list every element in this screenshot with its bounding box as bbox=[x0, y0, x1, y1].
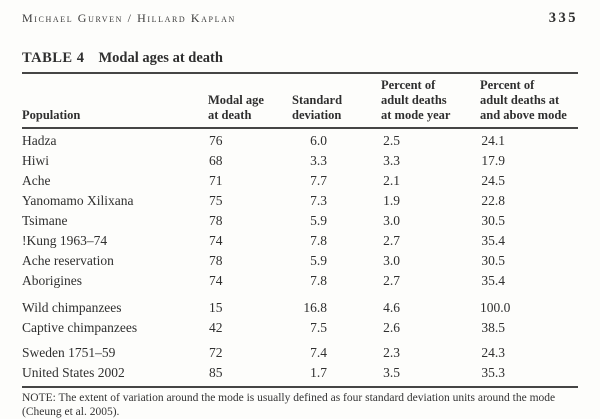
table-bottom-rule bbox=[22, 386, 578, 388]
column-header-standard-deviation: Standard deviation bbox=[292, 93, 343, 122]
table-row: Ache reservation 78 5.9 3.0 30.5 bbox=[22, 251, 578, 271]
table-row: Tsimane 78 5.9 3.0 30.5 bbox=[22, 211, 578, 231]
pct-above-mode-cell: 30.5 bbox=[481, 253, 505, 268]
std-dev-cell: 16.8 bbox=[303, 300, 327, 315]
pct-at-mode-cell: 2.5 bbox=[383, 133, 400, 148]
title-rule bbox=[22, 72, 578, 74]
population-cell: Hiwi bbox=[22, 153, 49, 168]
population-cell: Captive chimpanzees bbox=[22, 320, 138, 335]
pct-at-mode-cell: 3.0 bbox=[383, 253, 400, 268]
table-row: Hiwi 68 3.3 3.3 17.9 bbox=[22, 151, 578, 171]
running-head-row: Michael Gurven / Hillard Kaplan 335 bbox=[22, 10, 578, 28]
modal-age-cell: 85 bbox=[209, 365, 223, 380]
population-cell: Hadza bbox=[22, 133, 57, 148]
population-cell: Aborigines bbox=[22, 273, 82, 288]
std-dev-cell: 3.3 bbox=[310, 153, 327, 168]
pct-above-mode-cell: 38.5 bbox=[481, 320, 505, 335]
pct-above-mode-cell: 22.8 bbox=[481, 193, 505, 208]
modal-age-cell: 71 bbox=[209, 173, 223, 188]
std-dev-cell: 7.8 bbox=[310, 233, 327, 248]
column-header-pct-at-mode: Percent of adult deaths at mode year bbox=[381, 78, 451, 122]
table-header-row: Population Modal age at death Standard d… bbox=[22, 74, 578, 129]
pct-at-mode-cell: 2.6 bbox=[383, 320, 400, 335]
column-header-pct-above-mode: Percent of adult deaths at and above mod… bbox=[480, 78, 567, 122]
pct-at-mode-cell: 4.6 bbox=[383, 300, 400, 315]
modal-age-cell: 78 bbox=[209, 213, 223, 228]
table-row: Yanomamo Xilixana 75 7.3 1.9 22.8 bbox=[22, 191, 578, 211]
modal-age-cell: 72 bbox=[209, 345, 223, 360]
table-row: Captive chimpanzees 42 7.5 2.6 38.5 bbox=[22, 318, 578, 338]
table-body: Hadza 76 6.0 2.5 24.1 Hiwi 68 3.3 3.3 17… bbox=[22, 129, 578, 383]
modal-age-cell: 76 bbox=[209, 133, 223, 148]
std-dev-cell: 7.5 bbox=[310, 320, 327, 335]
population-cell: Tsimane bbox=[22, 213, 68, 228]
population-cell: !Kung 1963–74 bbox=[22, 233, 108, 248]
pct-at-mode-cell: 3.0 bbox=[383, 213, 400, 228]
modal-age-cell: 74 bbox=[209, 233, 223, 248]
table-title: Modal ages at death bbox=[98, 50, 223, 66]
std-dev-cell: 1.7 bbox=[310, 365, 327, 380]
table-row: United States 2002 85 1.7 3.5 35.3 bbox=[22, 363, 578, 383]
pct-at-mode-cell: 3.3 bbox=[383, 153, 400, 168]
modal-age-cell: 15 bbox=[209, 300, 223, 315]
std-dev-cell: 7.4 bbox=[310, 345, 327, 360]
pct-at-mode-cell: 2.7 bbox=[383, 233, 400, 248]
std-dev-cell: 5.9 bbox=[310, 213, 327, 228]
table-title-row: TABLE 4 Modal ages at death bbox=[22, 50, 578, 68]
pct-at-mode-cell: 3.5 bbox=[383, 365, 400, 380]
pct-above-mode-cell: 30.5 bbox=[481, 213, 505, 228]
population-cell: Wild chimpanzees bbox=[22, 300, 122, 315]
table-note: NOTE: The extent of variation around the… bbox=[22, 392, 556, 418]
population-cell: Sweden 1751–59 bbox=[22, 345, 116, 360]
page-number: 335 bbox=[548, 10, 578, 26]
table-row: Ache 71 7.7 2.1 24.5 bbox=[22, 171, 578, 191]
pct-above-mode-cell: 24.3 bbox=[481, 345, 505, 360]
running-head-authors: Michael Gurven / Hillard Kaplan bbox=[22, 11, 236, 25]
table-row: Aborigines 74 7.8 2.7 35.4 bbox=[22, 271, 578, 291]
std-dev-cell: 6.0 bbox=[310, 133, 327, 148]
modal-age-cell: 75 bbox=[209, 193, 223, 208]
std-dev-cell: 7.7 bbox=[310, 173, 327, 188]
pct-above-mode-cell: 17.9 bbox=[481, 153, 505, 168]
pct-above-mode-cell: 24.5 bbox=[481, 173, 505, 188]
pct-at-mode-cell: 1.9 bbox=[383, 193, 400, 208]
table-label: TABLE 4 bbox=[22, 50, 85, 66]
pct-above-mode-cell: 100.0 bbox=[480, 300, 511, 315]
pct-at-mode-cell: 2.1 bbox=[383, 173, 400, 188]
pct-above-mode-cell: 24.1 bbox=[481, 133, 505, 148]
modal-age-cell: 68 bbox=[209, 153, 223, 168]
pct-above-mode-cell: 35.4 bbox=[481, 273, 505, 288]
population-cell: Ache reservation bbox=[22, 253, 114, 268]
table-row: !Kung 1963–74 74 7.8 2.7 35.4 bbox=[22, 231, 578, 251]
pct-at-mode-cell: 2.7 bbox=[383, 273, 400, 288]
pct-at-mode-cell: 2.3 bbox=[383, 345, 400, 360]
table-row: Wild chimpanzees 15 16.8 4.6 100.0 bbox=[22, 298, 578, 318]
std-dev-cell: 7.8 bbox=[310, 273, 327, 288]
table-row: Sweden 1751–59 72 7.4 2.3 24.3 bbox=[22, 343, 578, 363]
population-cell: United States 2002 bbox=[22, 365, 125, 380]
modal-age-cell: 74 bbox=[209, 273, 223, 288]
population-cell: Ache bbox=[22, 173, 51, 188]
modal-age-cell: 78 bbox=[209, 253, 223, 268]
modal-age-cell: 42 bbox=[209, 320, 223, 335]
pct-above-mode-cell: 35.3 bbox=[481, 365, 505, 380]
pct-above-mode-cell: 35.4 bbox=[481, 233, 505, 248]
column-header-modal-age: Modal age at death bbox=[208, 93, 264, 122]
std-dev-cell: 5.9 bbox=[310, 253, 327, 268]
column-header-population: Population bbox=[22, 108, 81, 122]
std-dev-cell: 7.3 bbox=[310, 193, 327, 208]
population-cell: Yanomamo Xilixana bbox=[22, 193, 134, 208]
table-row: Hadza 76 6.0 2.5 24.1 bbox=[22, 131, 578, 151]
